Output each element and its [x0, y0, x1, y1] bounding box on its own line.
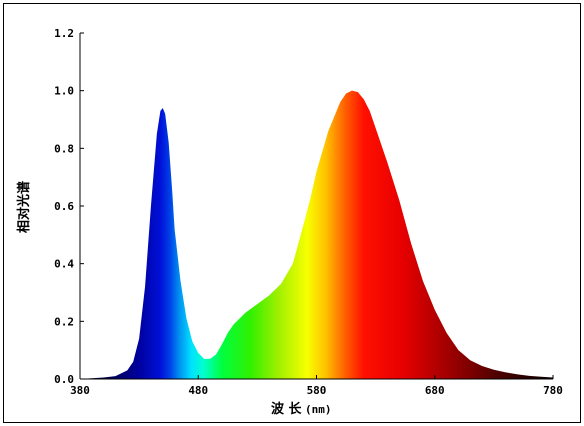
- x-tick-label-2: 580: [307, 384, 327, 397]
- x-tick-label-4: 780: [543, 384, 563, 397]
- x-axis-unit: (nm): [305, 403, 332, 416]
- x-tick-label-0: 380: [70, 384, 90, 397]
- x-tick-label-1: 480: [188, 384, 208, 397]
- x-tick-label-3: 680: [425, 384, 445, 397]
- y-tick-label-5: 1.0: [54, 85, 74, 98]
- y-axis-title: 相对光谱: [16, 181, 32, 233]
- y-tick-label-0: 0.0: [54, 373, 74, 386]
- y-tick-label-1: 0.2: [54, 315, 74, 328]
- y-tick-label-3: 0.6: [54, 200, 74, 213]
- spectrum-area-0: [80, 90, 553, 380]
- y-tick-label-6: 1.2: [54, 27, 74, 40]
- plot-area: [80, 90, 553, 380]
- axes: 0.0 0.2 0.4 0.6 0.8 1.0 1.2 380 480 580 680 780: [54, 27, 563, 397]
- x-axis-title: 波 长: [271, 401, 303, 417]
- y-tick-label-2: 0.4: [54, 258, 74, 271]
- y-tick-label-4: 0.8: [54, 142, 74, 155]
